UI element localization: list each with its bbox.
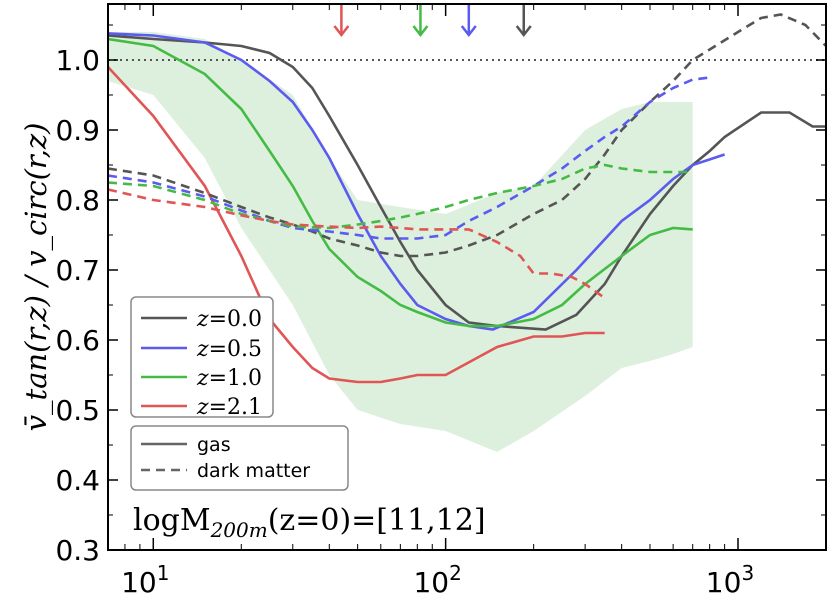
annotation: logM200m(z=0)=[11,12] xyxy=(133,503,486,542)
arrow-layer xyxy=(333,5,532,38)
annotation-rest: (z=0)=[11,12] xyxy=(268,503,486,538)
legend-z21-label: z=2.1 xyxy=(196,395,262,420)
legend-z0-label: z=0.0 xyxy=(196,307,262,332)
legend-gas-label: gas xyxy=(197,434,231,456)
arrow-marker-1 xyxy=(412,5,429,38)
legend-style: gas dark matter xyxy=(130,425,349,491)
ytick-label-7: 1.0 xyxy=(55,44,100,77)
series-line-5 xyxy=(108,76,710,240)
legend-style-box xyxy=(130,425,349,491)
ytick-label-5: 0.8 xyxy=(55,184,100,217)
xtick-label-2: 103 xyxy=(706,561,754,599)
xtick-label-1: 102 xyxy=(413,561,461,599)
ytick-label-3: 0.6 xyxy=(55,324,100,357)
legend-dm-label: dark matter xyxy=(197,460,310,482)
legend-z1-label: z=1.0 xyxy=(196,366,262,391)
legend-z: z=0.0 z=0.5 z=1.0 z=2.1 xyxy=(130,296,274,420)
series-layer xyxy=(108,13,826,384)
series-line-0 xyxy=(108,34,826,331)
legend-z05-label: z=0.5 xyxy=(196,337,262,362)
ytick-label-0: 0.3 xyxy=(55,534,100,567)
ytick-label-4: 0.7 xyxy=(55,254,100,287)
annotation-sub: 200m xyxy=(210,518,268,542)
series-line-1 xyxy=(108,32,726,331)
ytick-label-6: 0.9 xyxy=(55,114,100,147)
ytick-label-2: 0.5 xyxy=(55,394,100,427)
arrow-marker-3 xyxy=(515,5,532,38)
annotation-main: logM xyxy=(133,503,211,538)
tick-layer: 0.3 0.4 0.5 0.6 0.7 0.8 0.9 1.0 101 102 103 xyxy=(55,4,827,599)
ytick-label-1: 0.4 xyxy=(55,464,100,497)
arrow-marker-0 xyxy=(333,5,350,38)
axes-layer xyxy=(107,3,827,551)
arrow-marker-2 xyxy=(460,5,477,38)
legend-z-box xyxy=(130,296,274,418)
series-line-4 xyxy=(108,13,826,258)
y-axis-label: v̄_tan(r,z) / v_circ(r,z) xyxy=(19,123,54,432)
series-line-2 xyxy=(108,37,693,328)
xtick-label-0: 101 xyxy=(121,561,169,599)
series-line-7 xyxy=(108,188,606,300)
plot-frame xyxy=(107,3,827,551)
series-line-3 xyxy=(108,66,605,384)
